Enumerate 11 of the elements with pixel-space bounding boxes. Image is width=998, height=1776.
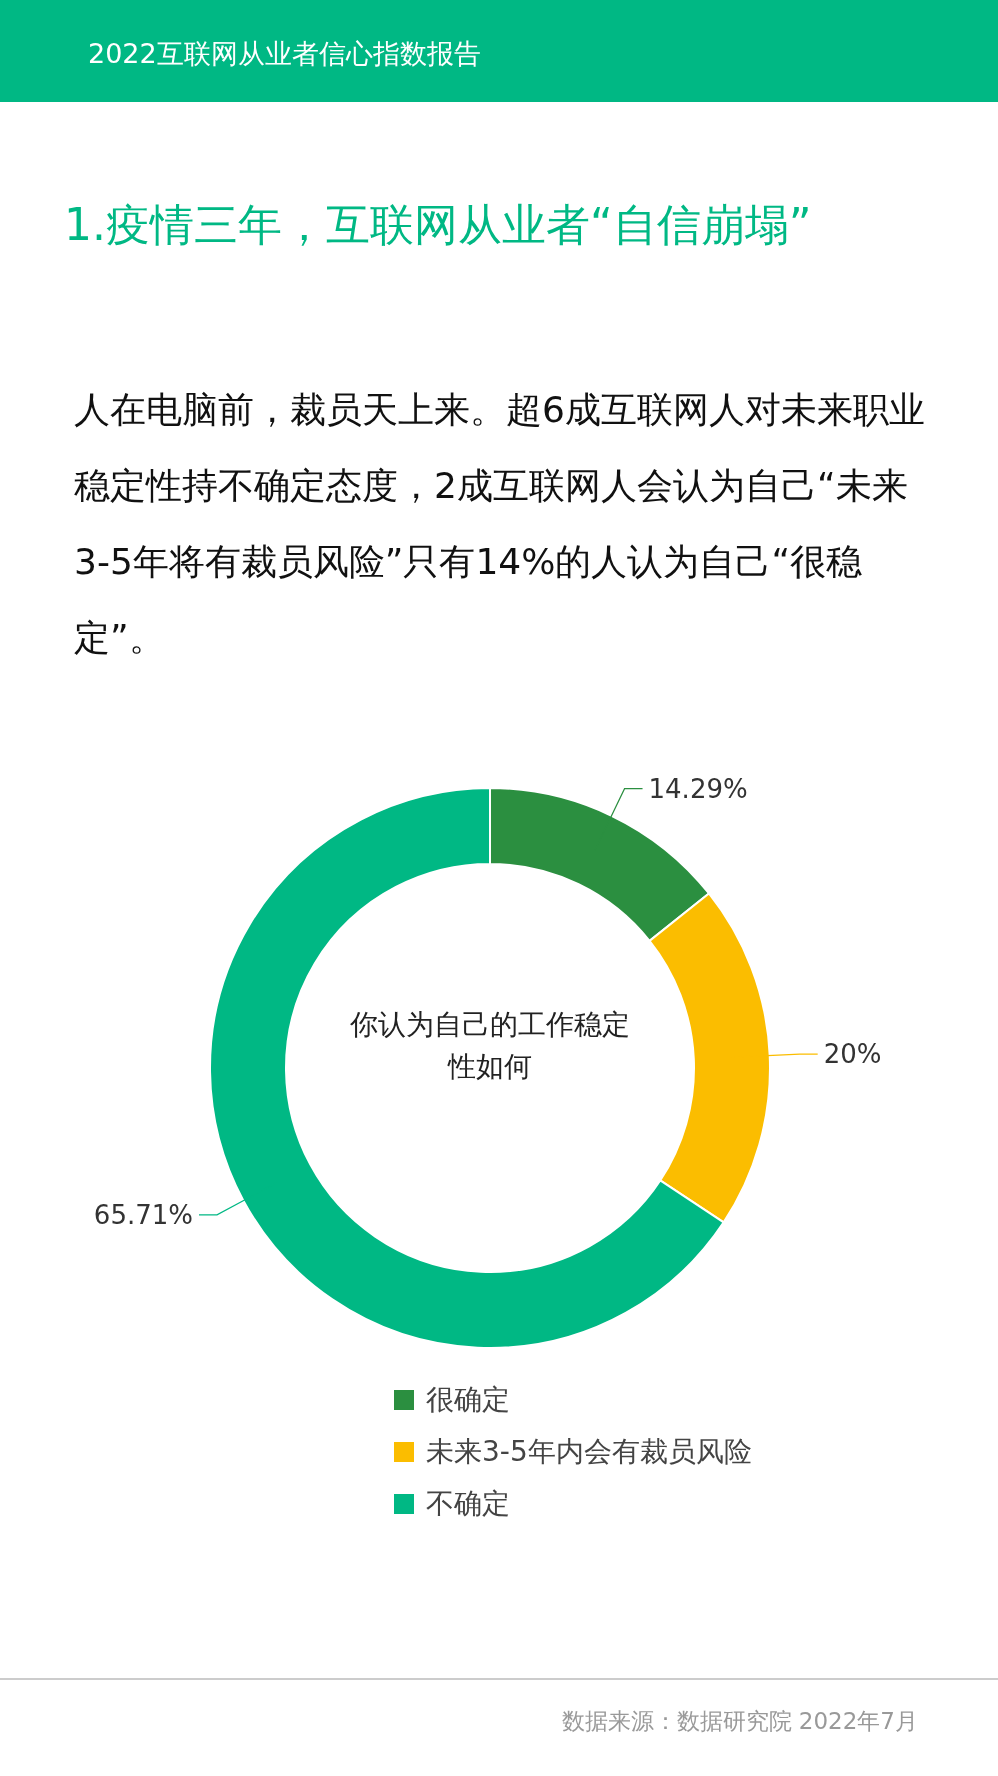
data-label: 14.29%	[648, 773, 748, 804]
text: 2022互联网从业者信心指数报告	[88, 37, 481, 71]
chart-subtitle: 人在电脑前，裁员天上来。超6成互联网人对未来职业稳定性持不确定态度，2成互联网人会认为自己“未来3-5年将有裁员风险”只有14%的人认为自己“很稳定”。	[74, 388, 926, 660]
source-note: 数据来源：数据研究院 2022年7月	[561, 1707, 918, 1736]
legend-label: 不确定	[426, 1486, 510, 1522]
chart-title: 1.疫情三年，互联网从业者“自信崩塌”	[64, 198, 812, 252]
legend-label: 未来3-5年内会有裁员风险	[426, 1434, 752, 1470]
data-label: 65.71%	[93, 1199, 193, 1230]
data-label: 20%	[823, 1039, 882, 1070]
text: 你认为自己的工作稳定性如何	[349, 1007, 631, 1085]
legend-label: 很确定	[426, 1382, 510, 1418]
